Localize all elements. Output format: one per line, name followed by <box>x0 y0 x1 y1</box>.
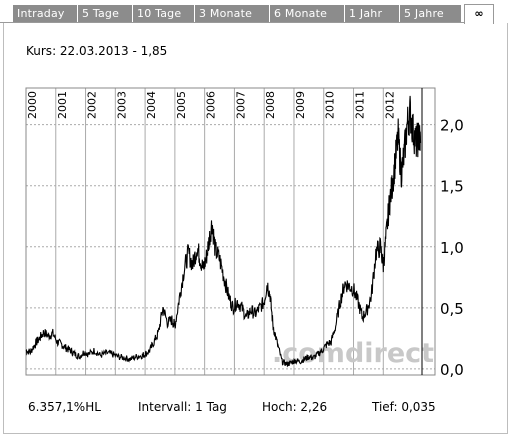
footer-hl: 6.357,1%HL <box>28 400 101 414</box>
kurs-label: Kurs: 22.03.2013 - 1,85 <box>26 44 168 58</box>
year-label: 2012 <box>383 91 396 119</box>
tab-5-tage[interactable]: 5 Tage <box>78 5 133 22</box>
tab-10-tage[interactable]: 10 Tage <box>133 5 195 22</box>
footer-intervall: Intervall: 1 Tag <box>138 400 227 414</box>
y-tick-label: 2,0 <box>440 117 464 135</box>
y-tick-label: 0,0 <box>440 361 464 379</box>
year-label: 2009 <box>294 91 307 119</box>
tab-3-monate[interactable]: 3 Monate <box>195 5 270 22</box>
period-tabs: Intraday 5 Tage 10 Tage 3 Monate 6 Monat… <box>0 0 517 24</box>
year-label: 2011 <box>354 91 367 119</box>
year-label: 2007 <box>234 91 247 119</box>
y-tick-label: 1,0 <box>440 239 464 257</box>
year-label: 2005 <box>175 91 188 119</box>
year-label: 2003 <box>115 91 128 119</box>
tab-max[interactable]: ∞ <box>464 4 494 24</box>
footer-tief: Tief: 0,035 <box>372 400 436 414</box>
year-label: 2004 <box>145 91 158 119</box>
tab-divider <box>0 22 464 23</box>
year-label: 2006 <box>205 91 218 119</box>
plot-frame <box>25 87 436 376</box>
infinity-icon: ∞ <box>474 7 484 20</box>
footer-hoch: Hoch: 2,26 <box>262 400 328 414</box>
price-series-line <box>25 95 422 368</box>
y-tick-label: 0,5 <box>440 300 464 318</box>
year-label: 2001 <box>56 91 69 119</box>
year-label: 2008 <box>264 91 277 119</box>
y-tick-label: 1,5 <box>440 178 464 196</box>
tab-6-monate[interactable]: 6 Monate <box>270 5 345 22</box>
year-grid <box>25 88 384 375</box>
year-label: 2002 <box>86 91 99 119</box>
tab-intraday[interactable]: Intraday <box>13 5 78 22</box>
watermark: .comdirect <box>272 338 434 369</box>
tab-1-jahr[interactable]: 1 Jahr <box>345 5 400 22</box>
year-label: 2000 <box>26 91 39 119</box>
y-axis-labels: 0,0 0,5 1,0 1,5 2,0 <box>440 117 464 379</box>
chart-panel <box>3 23 508 434</box>
tab-5-jahre[interactable]: 5 Jahre <box>400 5 462 22</box>
value-grid <box>26 124 435 370</box>
year-labels: 2000 2001 2002 2003 2004 2005 2006 2007 2008 2009… <box>26 91 396 119</box>
year-label: 2010 <box>324 91 337 119</box>
